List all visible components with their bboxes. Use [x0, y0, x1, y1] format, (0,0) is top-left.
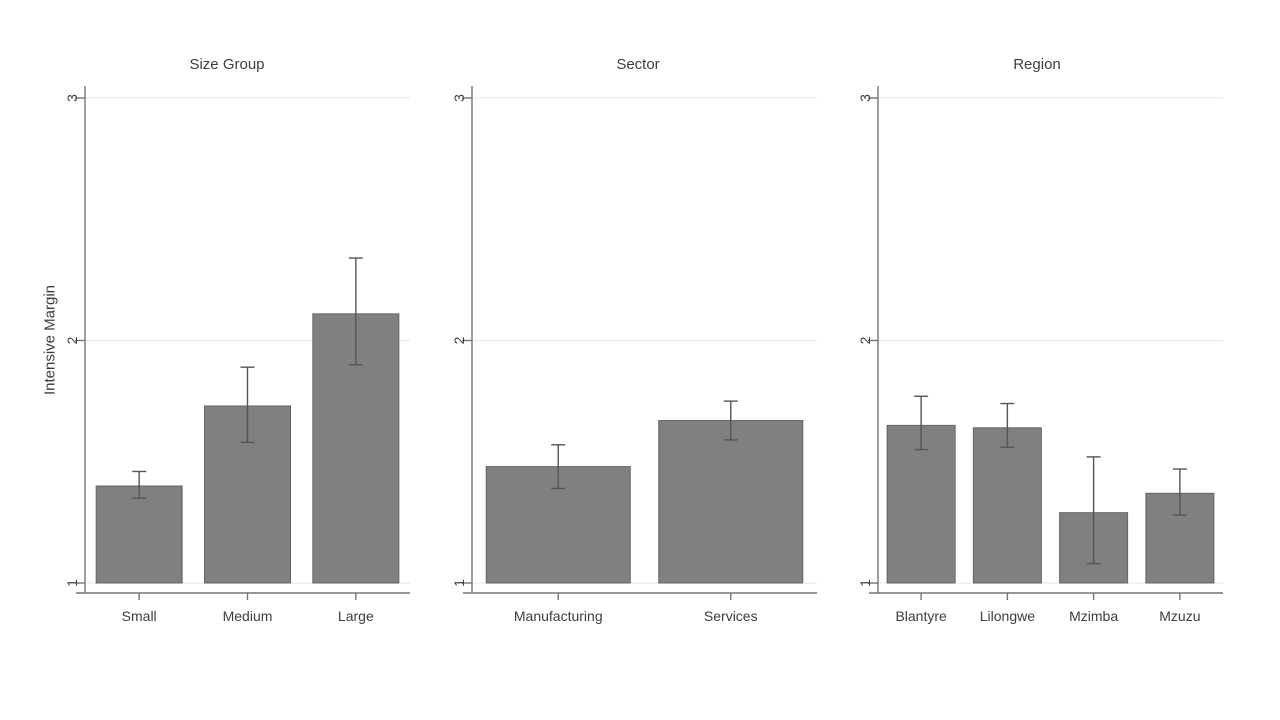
y-tick-label-1: 1	[64, 579, 80, 587]
panel-title-region: Region	[1013, 56, 1061, 73]
y-tick-label-2: 2	[64, 336, 80, 344]
y-axis-title: Intensive Margin	[41, 284, 59, 396]
x-category-label-blantyre: Blantyre	[895, 608, 947, 624]
y-tick-label-2: 2	[857, 336, 873, 344]
x-category-label-lilongwe: Lilongwe	[980, 608, 1035, 624]
x-category-label-mzimba: Mzimba	[1069, 608, 1118, 624]
bar-services	[658, 420, 804, 584]
y-tick-label-3: 3	[64, 94, 80, 102]
x-category-label-mzuzu: Mzuzu	[1159, 608, 1200, 624]
bar-lilongwe	[972, 427, 1042, 584]
x-category-label-medium: Medium	[223, 608, 273, 624]
y-tick-label-3: 3	[451, 94, 467, 102]
x-category-label-manufacturing: Manufacturing	[514, 608, 603, 624]
y-tick-label-1: 1	[857, 579, 873, 587]
bar-small	[95, 485, 183, 584]
x-category-label-services: Services	[704, 608, 758, 624]
y-tick-label-2: 2	[451, 336, 467, 344]
panel-title-sector: Sector	[616, 56, 660, 73]
panel-title-size-group: Size Group	[189, 56, 265, 73]
y-tick-label-3: 3	[857, 94, 873, 102]
bar-blantyre	[886, 424, 956, 584]
x-category-label-large: Large	[338, 608, 374, 624]
y-tick-label-1: 1	[451, 579, 467, 587]
x-category-label-small: Small	[122, 608, 157, 624]
